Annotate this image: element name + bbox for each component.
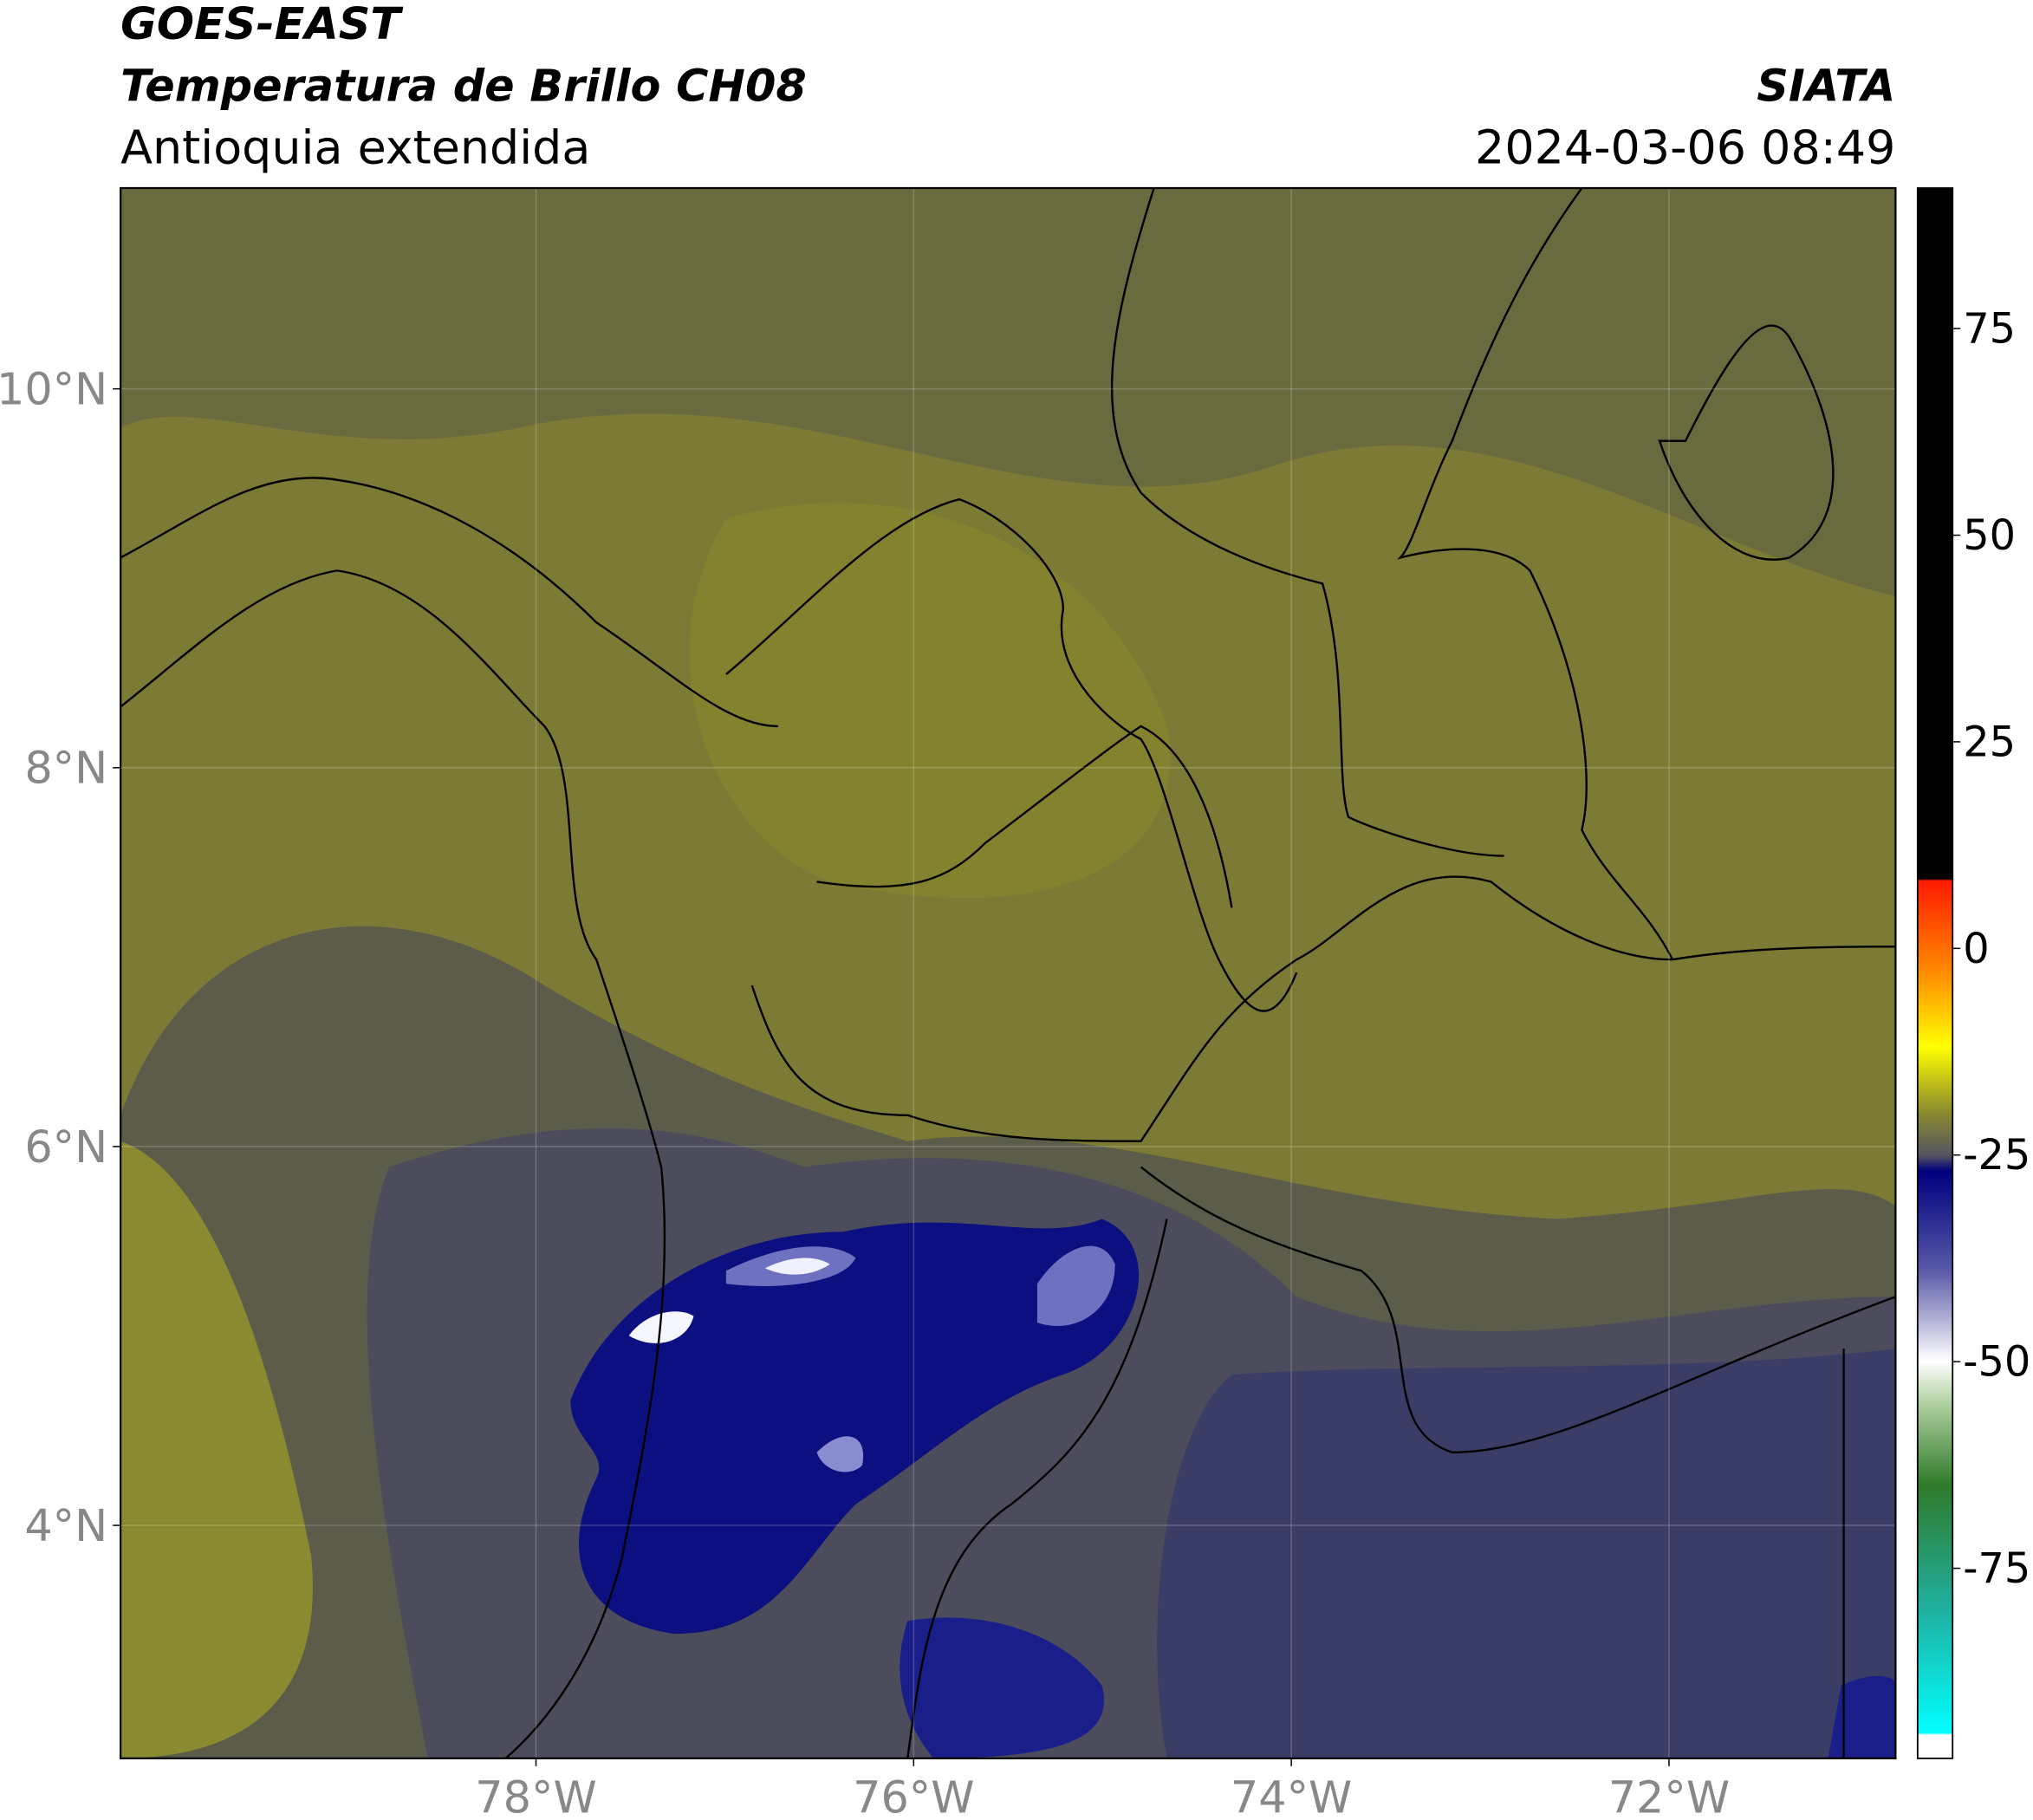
x-tick-label: 74°W (1231, 1772, 1352, 1820)
graticule (120, 188, 1896, 1758)
colorbar-tick-label: 75 (1963, 306, 2016, 354)
colorbar-tick-label: -50 (1963, 1339, 2030, 1387)
map-ticks: 78°W 76°W 74°W 72°W 4°N 6°N 8°N 10°N (0, 364, 1730, 1820)
colorbar-tick-label: 50 (1963, 512, 2016, 560)
colorbar-tick-label: -25 (1963, 1132, 2030, 1180)
map-image (120, 188, 1896, 1758)
x-tick-label: 76°W (853, 1772, 974, 1820)
y-tick-label: 10°N (0, 364, 107, 415)
colorbar (1916, 187, 1954, 1759)
datetime: 2024-03-06 08:49 (1475, 120, 1895, 175)
y-tick-label: 6°N (24, 1121, 107, 1173)
title-product: Temperatura de Brillo CH08 (120, 61, 807, 112)
y-tick-label: 8°N (24, 743, 107, 794)
colorbar-tick-label: 25 (1963, 718, 2016, 766)
region: Antioquia extendida (120, 120, 590, 175)
colorbar-ticks: 75 50 25 0 -25 -50 -75 (1952, 306, 2030, 1593)
y-tick-label: 4°N (24, 1500, 107, 1551)
colorbar-tick-label: 0 (1963, 926, 1989, 973)
colorbar-tick-label: -75 (1963, 1545, 2030, 1593)
source: SIATA (1757, 61, 1895, 112)
x-tick-label: 78°W (475, 1772, 596, 1820)
x-tick-label: 72°W (1608, 1772, 1730, 1820)
map-frame (120, 186, 1897, 1759)
title-satellite: GOES-EAST (120, 0, 404, 49)
